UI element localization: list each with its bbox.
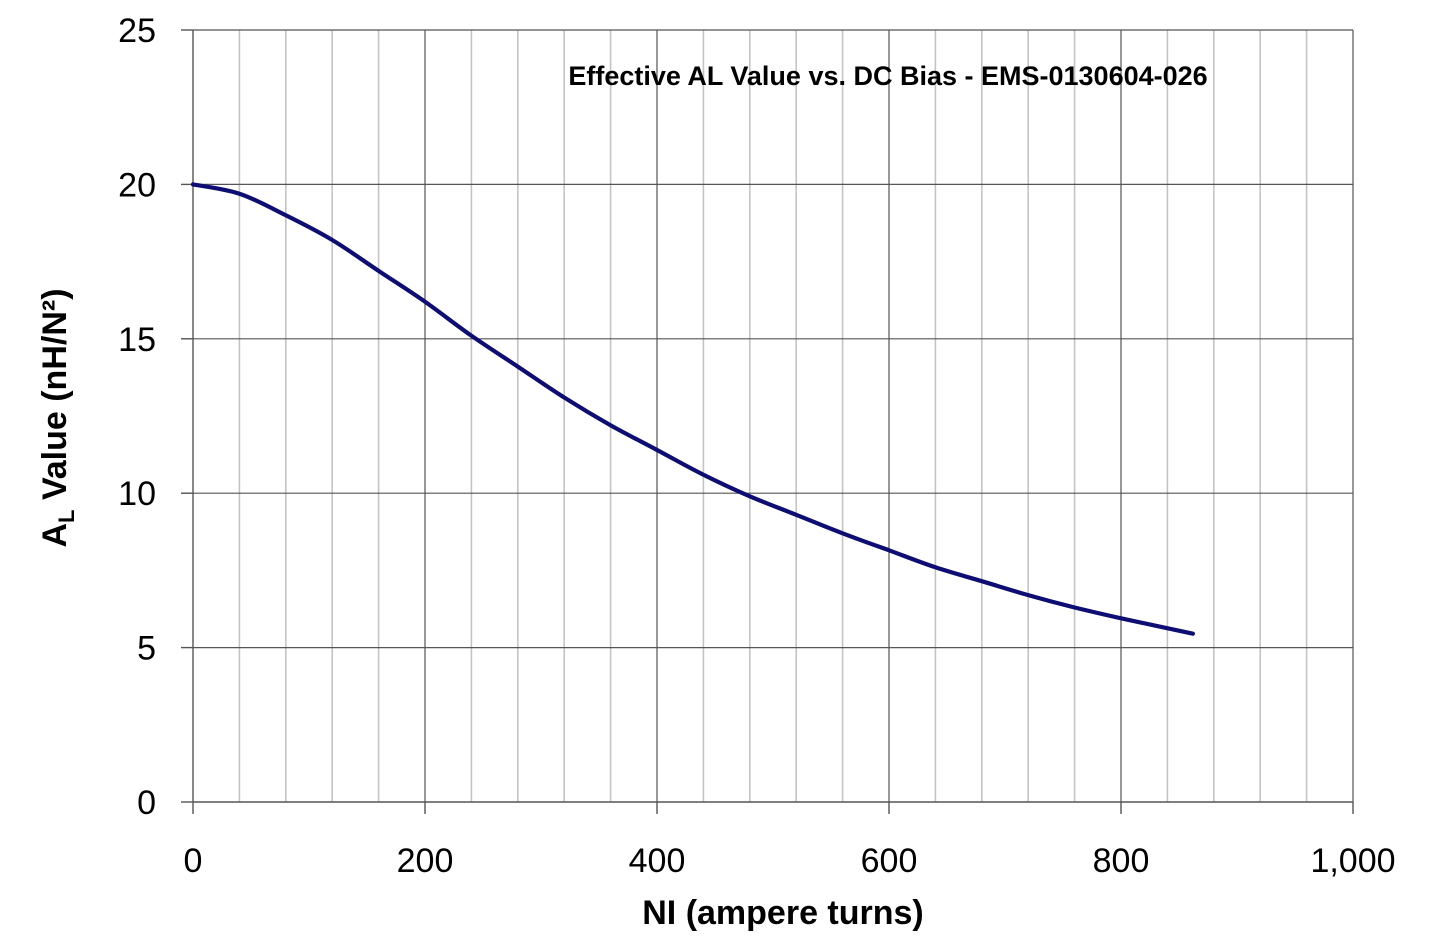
series-line — [190, 182, 1195, 636]
y-axis-title: AL Value (nH/N²) — [36, 288, 79, 547]
x-tick-label: 1,000 — [1310, 842, 1395, 880]
chart-title: Effective AL Value vs. DC Bias - EMS-013… — [568, 61, 1207, 91]
series-layer — [190, 182, 1195, 636]
x-tick-label: 800 — [1093, 842, 1150, 880]
y-axis-title-subscript: L — [54, 510, 79, 523]
minor-gridlines — [238, 30, 1308, 802]
x-tick-label: 600 — [861, 842, 918, 880]
y-axis-title-rest: Value (nH/N²) — [36, 288, 74, 509]
major-gridlines — [193, 29, 1354, 802]
x-tick-label: 200 — [397, 842, 454, 880]
tick-labels: 0 5 10 15 20 25 0 200 400 600 800 1,000 — [118, 12, 1395, 880]
y-tick-label: 5 — [137, 630, 156, 668]
x-tick-label: 0 — [184, 842, 203, 880]
axes — [181, 29, 1354, 814]
x-tick-label: 400 — [629, 842, 686, 880]
y-tick-label: 0 — [137, 784, 156, 822]
y-axis-title-main: A — [36, 523, 74, 548]
y-tick-label: 10 — [118, 475, 156, 513]
y-tick-label: 20 — [118, 166, 156, 204]
y-tick-label: 15 — [118, 321, 156, 359]
y-tick-label: 25 — [118, 12, 156, 50]
x-axis-title: NI (ampere turns) — [642, 894, 924, 932]
